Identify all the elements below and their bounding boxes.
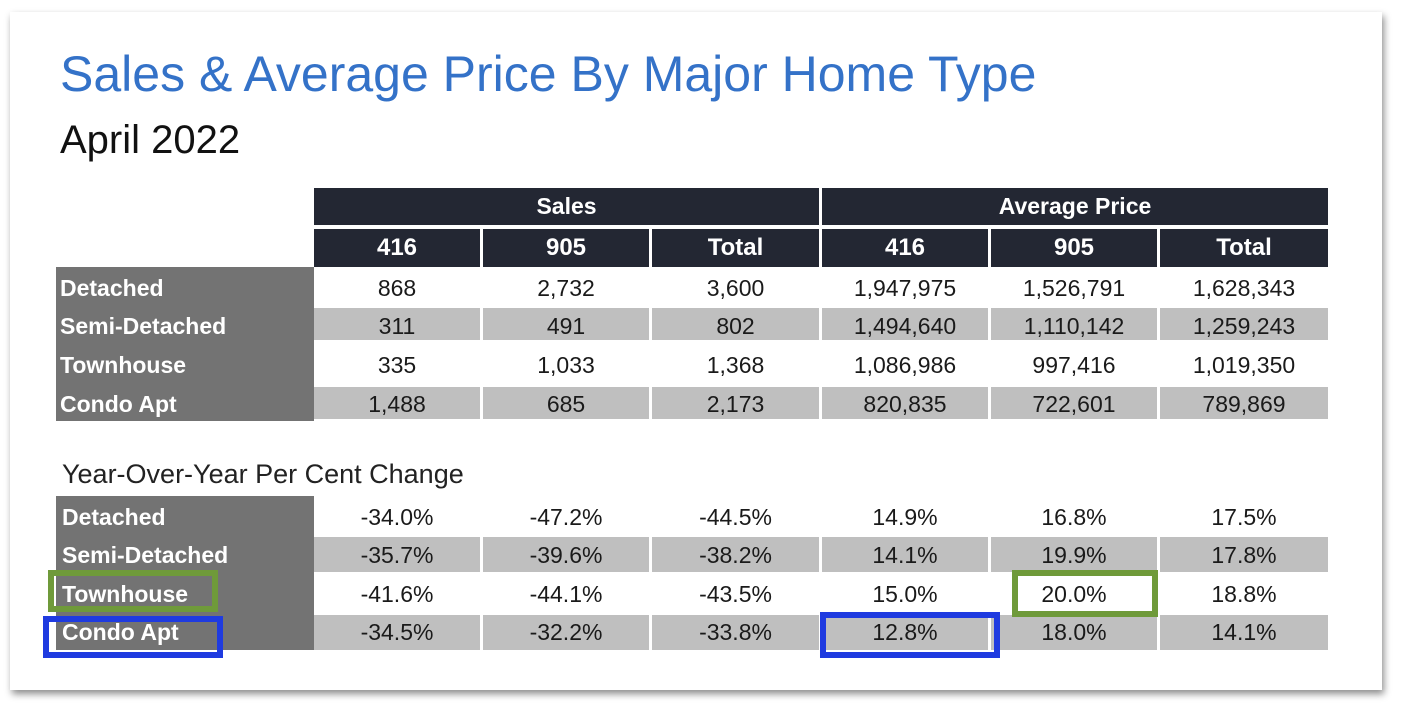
table-cell: 2,173 xyxy=(706,391,765,417)
table-cell: 685 xyxy=(546,391,586,417)
yoy-cell: -38.2% xyxy=(699,542,772,568)
yoy-row-band xyxy=(483,537,649,572)
yoy-cell: 16.8% xyxy=(1041,504,1107,530)
yoy-row-band xyxy=(822,537,988,572)
yoy-row-band xyxy=(991,537,1157,572)
yoy-row-band xyxy=(483,615,649,650)
table-row-band xyxy=(1160,308,1328,340)
highlight-box-condo-label xyxy=(43,616,223,658)
table-cell: 722,601 xyxy=(1032,391,1116,417)
table-row-band xyxy=(483,308,649,340)
table-cell: 1,086,986 xyxy=(853,352,957,378)
yoy-cell: 20.0% xyxy=(1041,581,1107,607)
yoy-row-band xyxy=(991,615,1157,650)
yoy-cell: 15.0% xyxy=(872,581,938,607)
yoy-cell: 14.9% xyxy=(872,504,938,530)
yoy-row-band xyxy=(1160,615,1328,650)
yoy-row-label: Semi-Detached xyxy=(62,542,229,568)
table-row-band xyxy=(822,387,988,419)
yoy-cell: -41.6% xyxy=(360,581,434,607)
highlight-box-condo-416-price xyxy=(820,612,1000,658)
table-cell: 1,033 xyxy=(537,352,595,378)
yoy-cell: -47.2% xyxy=(529,504,603,530)
page-title: Sales & Average Price By Major Home Type xyxy=(60,46,1037,102)
yoy-row-band xyxy=(314,615,480,650)
table-row-band xyxy=(652,308,819,340)
yoy-cell: 12.8% xyxy=(872,619,938,645)
column-header-price-905: 905 xyxy=(991,229,1157,267)
page-subtitle: April 2022 xyxy=(60,118,241,162)
table-label-column xyxy=(56,267,314,421)
table-cell: 1,368 xyxy=(706,352,765,378)
table-cell: 3,600 xyxy=(706,275,765,301)
yoy-cell: -43.5% xyxy=(699,581,772,607)
column-header-price-416: 416 xyxy=(822,229,988,267)
table-cell: 789,869 xyxy=(1202,391,1286,417)
row-label: Detached xyxy=(60,275,164,301)
table-cell: 1,488 xyxy=(368,391,426,417)
table-cell: 335 xyxy=(377,352,417,378)
yoy-cell: -39.6% xyxy=(529,542,603,568)
yoy-cell: -44.1% xyxy=(529,581,603,607)
table-row-band xyxy=(822,308,988,340)
table-row-band xyxy=(483,387,649,419)
yoy-row-band xyxy=(822,615,988,650)
table-row-band xyxy=(314,308,480,340)
yoy-cell: -44.5% xyxy=(699,504,772,530)
row-label: Semi-Detached xyxy=(60,313,227,339)
highlight-box-townhouse-label xyxy=(48,570,218,612)
column-header-price-total: Total xyxy=(1160,229,1328,267)
table-row-band xyxy=(652,387,819,419)
yoy-cell: 17.8% xyxy=(1211,542,1277,568)
yoy-cell: -33.8% xyxy=(699,619,772,645)
group-header-sales: Sales xyxy=(314,188,819,225)
table-cell: 1,494,640 xyxy=(853,313,957,339)
yoy-section-title: Year-Over-Year Per Cent Change xyxy=(62,459,464,489)
group-header-average-price: Average Price xyxy=(822,188,1328,225)
yoy-cell: 17.5% xyxy=(1211,504,1277,530)
table-cell: 1,110,142 xyxy=(1023,313,1125,339)
row-label: Condo Apt xyxy=(60,391,177,417)
table-cell: 1,628,343 xyxy=(1192,275,1296,301)
table-cell: 491 xyxy=(546,313,586,339)
yoy-cell: -34.5% xyxy=(360,619,434,645)
table-cell: 802 xyxy=(716,313,755,339)
yoy-cell: 18.0% xyxy=(1041,619,1107,645)
table-row-band xyxy=(991,387,1157,419)
yoy-cell: -35.7% xyxy=(360,542,434,568)
table-cell: 2,732 xyxy=(537,275,595,301)
table-cell: 1,947,975 xyxy=(853,275,957,301)
column-header-sales-total: Total xyxy=(652,229,819,267)
yoy-row-label: Townhouse xyxy=(62,581,189,607)
yoy-cell: -34.0% xyxy=(360,504,434,530)
table-cell: 820,835 xyxy=(863,391,947,417)
yoy-row-label: Detached xyxy=(62,504,166,530)
yoy-row-band xyxy=(1160,537,1328,572)
yoy-cell: 14.1% xyxy=(1211,619,1277,645)
yoy-row-band xyxy=(314,537,480,572)
highlight-box-townhouse-905-price xyxy=(1012,570,1158,617)
column-header-sales-416: 416 xyxy=(314,229,480,267)
table-row-band xyxy=(1160,387,1328,419)
table-row-band xyxy=(314,387,480,419)
yoy-cell: 14.1% xyxy=(872,542,938,568)
yoy-row-band xyxy=(652,615,819,650)
table-cell: 1,259,243 xyxy=(1192,313,1296,339)
row-label: Townhouse xyxy=(60,352,187,378)
table-cell: 997,416 xyxy=(1032,352,1116,378)
yoy-cell: 18.8% xyxy=(1211,581,1277,607)
column-header-sales-905: 905 xyxy=(483,229,649,267)
yoy-row-label: Condo Apt xyxy=(62,619,179,645)
yoy-cell: -32.2% xyxy=(529,619,603,645)
table-cell: 1,526,791 xyxy=(1022,275,1126,301)
yoy-cell: 19.9% xyxy=(1041,542,1107,568)
table-cell: 868 xyxy=(377,275,417,301)
table-row-band xyxy=(991,308,1157,340)
table-cell: 311 xyxy=(378,313,416,339)
yoy-row-band xyxy=(652,537,819,572)
table-cell: 1,019,350 xyxy=(1192,352,1296,378)
